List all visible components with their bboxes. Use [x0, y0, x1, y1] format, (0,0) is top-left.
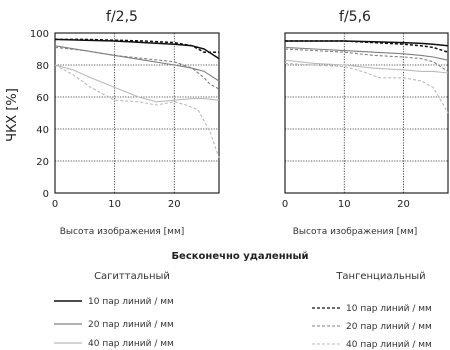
chart-panel-f56: f/5,6 Высота изображения [мм] 0 10 20 — [282, 9, 449, 237]
x-tick-label: 10 — [108, 199, 121, 210]
chart-title: f/5,6 — [339, 9, 371, 25]
series-line-sagittal-10 — [285, 40, 449, 47]
legend-heading-sagittal: Сагиттальный — [94, 271, 170, 282]
y-tick-label: 60 — [36, 93, 49, 104]
legend-heading-tangential: Тангенциальный — [335, 271, 425, 282]
x-tick-label: 20 — [397, 199, 410, 210]
y-tick-label: 100 — [30, 29, 49, 40]
plot-frame — [284, 32, 449, 194]
subtitle: Бесконечно удаленный — [171, 251, 308, 262]
y-axis-label: ЧКХ [%] — [5, 88, 20, 142]
legend-item-sagittal-20: 20 пар линий / мм — [88, 320, 174, 330]
series-line-tangential-20 — [284, 48, 449, 72]
y-tick-label: 0 — [43, 189, 49, 200]
series-line-tangential-40 — [54, 64, 220, 158]
x-axis-label: Высота изображения [мм] — [60, 227, 185, 237]
x-axis-label: Высота изображения [мм] — [293, 227, 418, 237]
series-line-sagittal-40 — [284, 59, 449, 74]
legend-item-tangential-40: 40 пар линий / мм — [346, 340, 432, 350]
chart-panel-f25: f/2,5 ЧКХ [%] Высота изображения [мм] 0 2… — [5, 9, 220, 237]
series-line-sagittal-20 — [284, 46, 449, 61]
series-line-tangential-40 — [284, 62, 449, 114]
legend-item-tangential-20: 20 пар линий / мм — [346, 322, 432, 332]
series-line-tangential-20 — [54, 46, 220, 90]
chart-title: f/2,5 — [106, 9, 138, 25]
x-tick-label: 0 — [282, 199, 288, 210]
series-line-tangential-10 — [285, 40, 449, 53]
y-tick-label: 20 — [36, 157, 49, 168]
x-tick-label: 10 — [338, 199, 351, 210]
series-line-sagittal-20 — [54, 45, 220, 82]
legend-item-sagittal-10: 10 пар линий / мм — [88, 297, 174, 307]
legend-item-tangential-10: 10 пар линий / мм — [346, 304, 432, 314]
y-tick-label: 80 — [36, 61, 49, 72]
y-tick-label: 40 — [36, 125, 49, 136]
legend-area: Бесконечно удаленный Сагиттальный Танген… — [54, 251, 432, 350]
plot-frame — [54, 32, 220, 194]
x-tick-label: 20 — [168, 199, 181, 210]
series-line-sagittal-40 — [54, 64, 220, 103]
x-tick-label: 0 — [52, 199, 58, 210]
series-line-sagittal-10 — [54, 38, 220, 60]
legend-item-sagittal-40: 40 пар линий / мм — [88, 339, 174, 349]
